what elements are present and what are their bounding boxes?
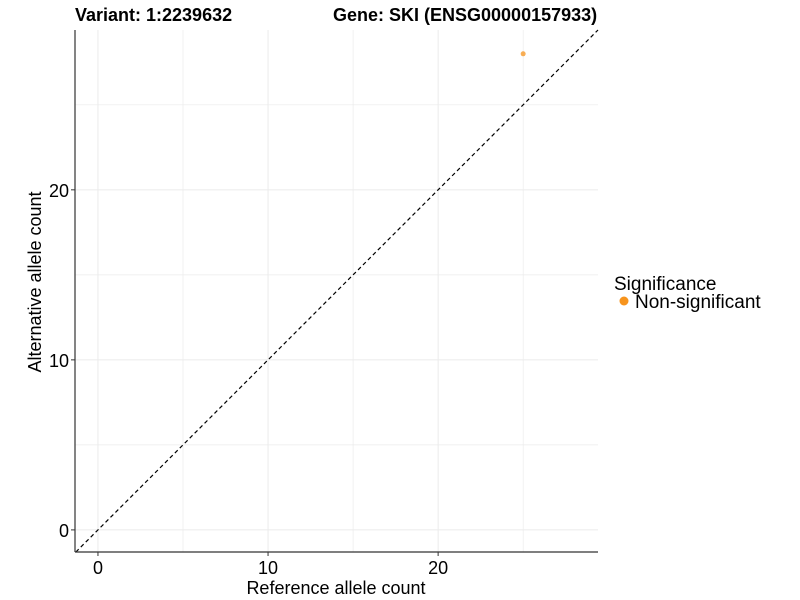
x-axis-label: Reference allele count	[246, 578, 425, 598]
legend: Significance Non-significant	[614, 274, 761, 313]
y-tick-label: 20	[49, 181, 69, 201]
x-tick-label: 0	[93, 558, 103, 578]
y-tick-label: 10	[49, 351, 69, 371]
data-point	[520, 51, 526, 57]
x-tick-label: 10	[258, 558, 278, 578]
reference-line-y-equals-x	[75, 29, 599, 553]
points	[520, 51, 526, 57]
title-variant: Variant: 1:2239632	[75, 5, 232, 25]
title-gene: Gene: SKI (ENSG00000157933)	[333, 5, 597, 25]
y-axis-label: Alternative allele count	[25, 191, 45, 372]
legend-title: Significance	[614, 274, 716, 295]
grid	[75, 30, 598, 552]
x-ticks: 0 10 20	[93, 552, 448, 578]
x-tick-label: 20	[428, 558, 448, 578]
y-ticks: 0 10 20	[49, 181, 75, 541]
y-tick-label: 0	[59, 521, 69, 541]
legend-label-non-significant: Non-significant	[635, 292, 761, 313]
legend-dot-non-significant	[619, 296, 629, 306]
